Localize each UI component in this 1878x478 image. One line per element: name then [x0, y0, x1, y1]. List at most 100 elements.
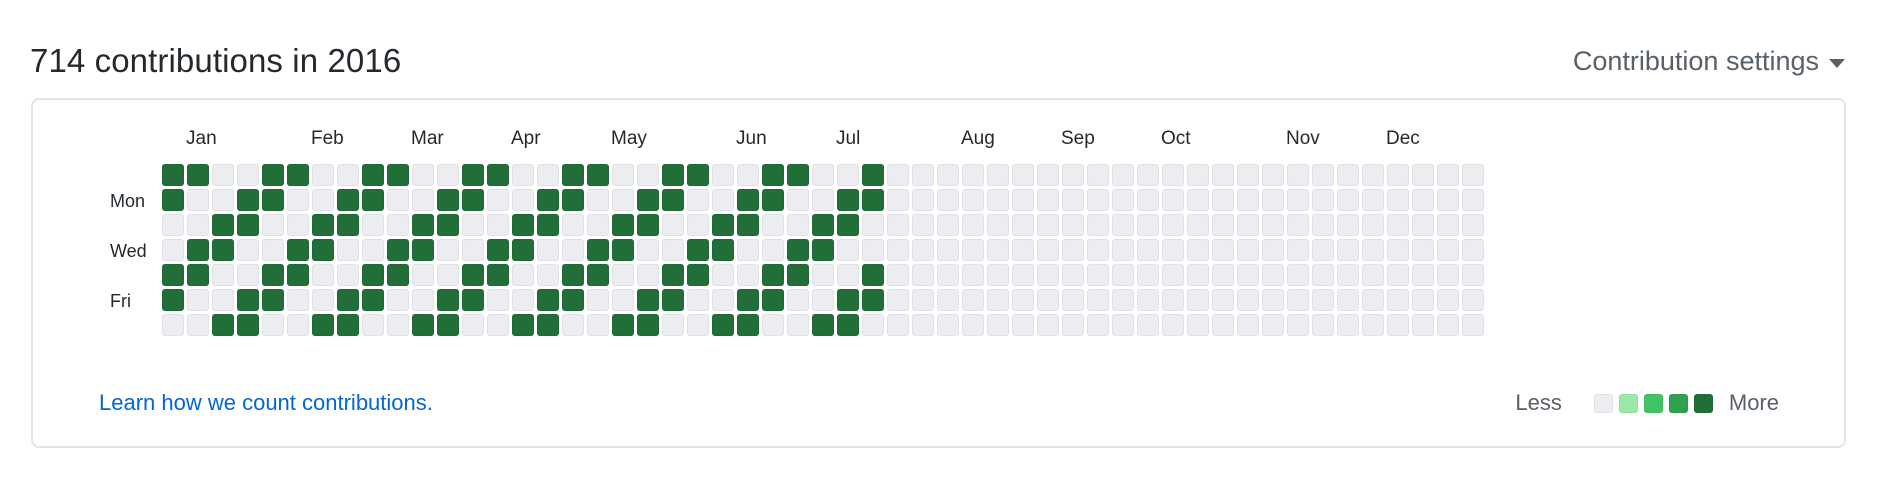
contribution-day-cell[interactable]: [812, 189, 834, 211]
contribution-day-cell[interactable]: [962, 314, 984, 336]
contribution-day-cell[interactable]: [587, 314, 609, 336]
contribution-day-cell[interactable]: [287, 314, 309, 336]
contribution-day-cell[interactable]: [587, 264, 609, 286]
contribution-day-cell[interactable]: [187, 289, 209, 311]
contribution-day-cell[interactable]: [762, 289, 784, 311]
contribution-day-cell[interactable]: [1312, 164, 1334, 186]
contribution-day-cell[interactable]: [1337, 264, 1359, 286]
contribution-day-cell[interactable]: [1087, 214, 1109, 236]
contribution-day-cell[interactable]: [712, 314, 734, 336]
contribution-day-cell[interactable]: [1212, 164, 1234, 186]
contribution-day-cell[interactable]: [1112, 189, 1134, 211]
contribution-day-cell[interactable]: [487, 264, 509, 286]
contribution-day-cell[interactable]: [1387, 189, 1409, 211]
contribution-day-cell[interactable]: [312, 214, 334, 236]
contribution-day-cell[interactable]: [962, 214, 984, 236]
contribution-day-cell[interactable]: [537, 264, 559, 286]
contribution-day-cell[interactable]: [162, 289, 184, 311]
contribution-day-cell[interactable]: [1262, 164, 1284, 186]
contribution-day-cell[interactable]: [812, 314, 834, 336]
contribution-day-cell[interactable]: [1137, 164, 1159, 186]
contribution-day-cell[interactable]: [337, 214, 359, 236]
contribution-day-cell[interactable]: [562, 189, 584, 211]
contribution-day-cell[interactable]: [1387, 289, 1409, 311]
contribution-day-cell[interactable]: [1312, 264, 1334, 286]
contribution-day-cell[interactable]: [962, 189, 984, 211]
contribution-day-cell[interactable]: [862, 239, 884, 261]
contribution-day-cell[interactable]: [1412, 314, 1434, 336]
contribution-day-cell[interactable]: [962, 239, 984, 261]
contribution-day-cell[interactable]: [262, 189, 284, 211]
contribution-day-cell[interactable]: [212, 264, 234, 286]
contribution-day-cell[interactable]: [462, 314, 484, 336]
contribution-day-cell[interactable]: [1462, 264, 1484, 286]
contribution-day-cell[interactable]: [1062, 289, 1084, 311]
contribution-day-cell[interactable]: [637, 164, 659, 186]
contribution-day-cell[interactable]: [1387, 264, 1409, 286]
contribution-day-cell[interactable]: [1087, 189, 1109, 211]
contribution-day-cell[interactable]: [1012, 314, 1034, 336]
contribution-day-cell[interactable]: [237, 314, 259, 336]
contribution-day-cell[interactable]: [1287, 314, 1309, 336]
contribution-day-cell[interactable]: [287, 189, 309, 211]
contribution-day-cell[interactable]: [1112, 164, 1134, 186]
contribution-day-cell[interactable]: [637, 239, 659, 261]
contribution-settings-dropdown[interactable]: Contribution settings: [1573, 46, 1845, 77]
contribution-day-cell[interactable]: [537, 164, 559, 186]
contribution-day-cell[interactable]: [762, 264, 784, 286]
contribution-day-cell[interactable]: [812, 264, 834, 286]
contribution-day-cell[interactable]: [1462, 214, 1484, 236]
contribution-day-cell[interactable]: [1287, 164, 1309, 186]
contribution-day-cell[interactable]: [437, 164, 459, 186]
contribution-day-cell[interactable]: [237, 289, 259, 311]
contribution-day-cell[interactable]: [262, 214, 284, 236]
contribution-day-cell[interactable]: [662, 289, 684, 311]
contribution-day-cell[interactable]: [187, 214, 209, 236]
contribution-day-cell[interactable]: [1137, 214, 1159, 236]
contribution-day-cell[interactable]: [262, 289, 284, 311]
contribution-day-cell[interactable]: [787, 289, 809, 311]
contribution-day-cell[interactable]: [1012, 164, 1034, 186]
contribution-day-cell[interactable]: [1387, 164, 1409, 186]
contribution-day-cell[interactable]: [1212, 239, 1234, 261]
contribution-day-cell[interactable]: [312, 314, 334, 336]
contribution-day-cell[interactable]: [212, 189, 234, 211]
contribution-day-cell[interactable]: [887, 264, 909, 286]
contribution-day-cell[interactable]: [312, 189, 334, 211]
contribution-day-cell[interactable]: [1137, 239, 1159, 261]
contribution-day-cell[interactable]: [737, 289, 759, 311]
contribution-day-cell[interactable]: [1187, 289, 1209, 311]
contribution-day-cell[interactable]: [1187, 239, 1209, 261]
contribution-day-cell[interactable]: [1437, 164, 1459, 186]
contribution-day-cell[interactable]: [1112, 214, 1134, 236]
contribution-day-cell[interactable]: [637, 264, 659, 286]
contribution-day-cell[interactable]: [912, 164, 934, 186]
contribution-day-cell[interactable]: [1212, 264, 1234, 286]
contribution-day-cell[interactable]: [612, 264, 634, 286]
contribution-day-cell[interactable]: [312, 239, 334, 261]
contribution-day-cell[interactable]: [1087, 264, 1109, 286]
contribution-day-cell[interactable]: [662, 314, 684, 336]
contribution-day-cell[interactable]: [312, 164, 334, 186]
contribution-day-cell[interactable]: [1337, 214, 1359, 236]
contribution-day-cell[interactable]: [1062, 264, 1084, 286]
contribution-day-cell[interactable]: [987, 189, 1009, 211]
contribution-day-cell[interactable]: [1112, 239, 1134, 261]
contribution-day-cell[interactable]: [887, 214, 909, 236]
contribution-day-cell[interactable]: [1312, 189, 1334, 211]
contribution-day-cell[interactable]: [1387, 214, 1409, 236]
contribution-day-cell[interactable]: [1012, 189, 1034, 211]
contribution-day-cell[interactable]: [762, 314, 784, 336]
contribution-day-cell[interactable]: [1462, 239, 1484, 261]
contribution-day-cell[interactable]: [437, 214, 459, 236]
contribution-day-cell[interactable]: [1137, 189, 1159, 211]
contribution-day-cell[interactable]: [1287, 189, 1309, 211]
contribution-day-cell[interactable]: [937, 239, 959, 261]
contribution-day-cell[interactable]: [612, 239, 634, 261]
contribution-day-cell[interactable]: [1287, 239, 1309, 261]
contribution-day-cell[interactable]: [1062, 314, 1084, 336]
contribution-day-cell[interactable]: [837, 264, 859, 286]
contribution-day-cell[interactable]: [1362, 189, 1384, 211]
contribution-day-cell[interactable]: [812, 239, 834, 261]
contribution-day-cell[interactable]: [1437, 214, 1459, 236]
